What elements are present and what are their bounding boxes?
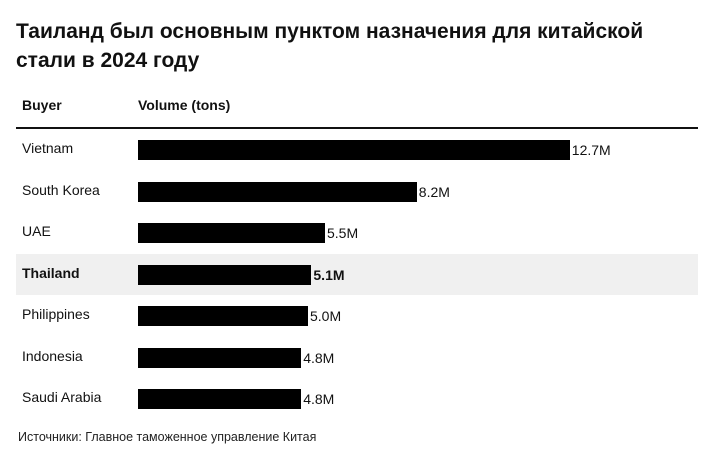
category-label: UAE <box>22 223 51 239</box>
value-label: 12.7M <box>571 142 611 158</box>
category-label: Vietnam <box>22 140 74 156</box>
bar <box>138 347 302 368</box>
table-row: UAE 5.5M <box>16 212 698 253</box>
table-row: Vietnam 12.7M <box>16 129 698 170</box>
table-row: South Korea 8.2M <box>16 171 698 212</box>
value-label: 5.0M <box>310 308 342 324</box>
bar <box>138 264 312 285</box>
value-label: 4.8M <box>303 391 335 407</box>
bar <box>138 223 325 243</box>
bar-chart: Vietnam 12.7M South Korea 8.2M UAE 5.5M Thaila… <box>16 129 698 419</box>
category-label: Thailand <box>22 264 80 281</box>
header-rule <box>16 127 698 129</box>
bar <box>138 306 308 326</box>
value-label: 8.2M <box>418 183 450 200</box>
column-header-buyer: Buyer <box>22 97 62 113</box>
value-label: 5.5M <box>327 225 359 241</box>
bar <box>138 389 302 409</box>
bar <box>138 181 417 202</box>
bar <box>138 140 570 160</box>
value-label: 5.1M <box>313 266 345 283</box>
table-row: Saudi Arabia 4.8M <box>16 378 698 419</box>
value-label: 4.8M <box>303 349 335 366</box>
column-header-volume: Volume (tons) <box>138 97 231 113</box>
table-row: Indonesia 4.8M <box>16 337 698 378</box>
category-label: Philippines <box>22 306 90 322</box>
table-row: Thailand 5.1M <box>16 253 698 295</box>
table-row: Philippines 5.0M <box>16 295 698 336</box>
category-label: Saudi Arabia <box>22 389 102 405</box>
category-label: South Korea <box>22 181 100 198</box>
chart-title: Таиланд был основным пунктом назначения … <box>16 20 644 72</box>
source-note: Источники: Главное таможенное управление… <box>18 430 317 444</box>
category-label: Indonesia <box>22 347 83 364</box>
